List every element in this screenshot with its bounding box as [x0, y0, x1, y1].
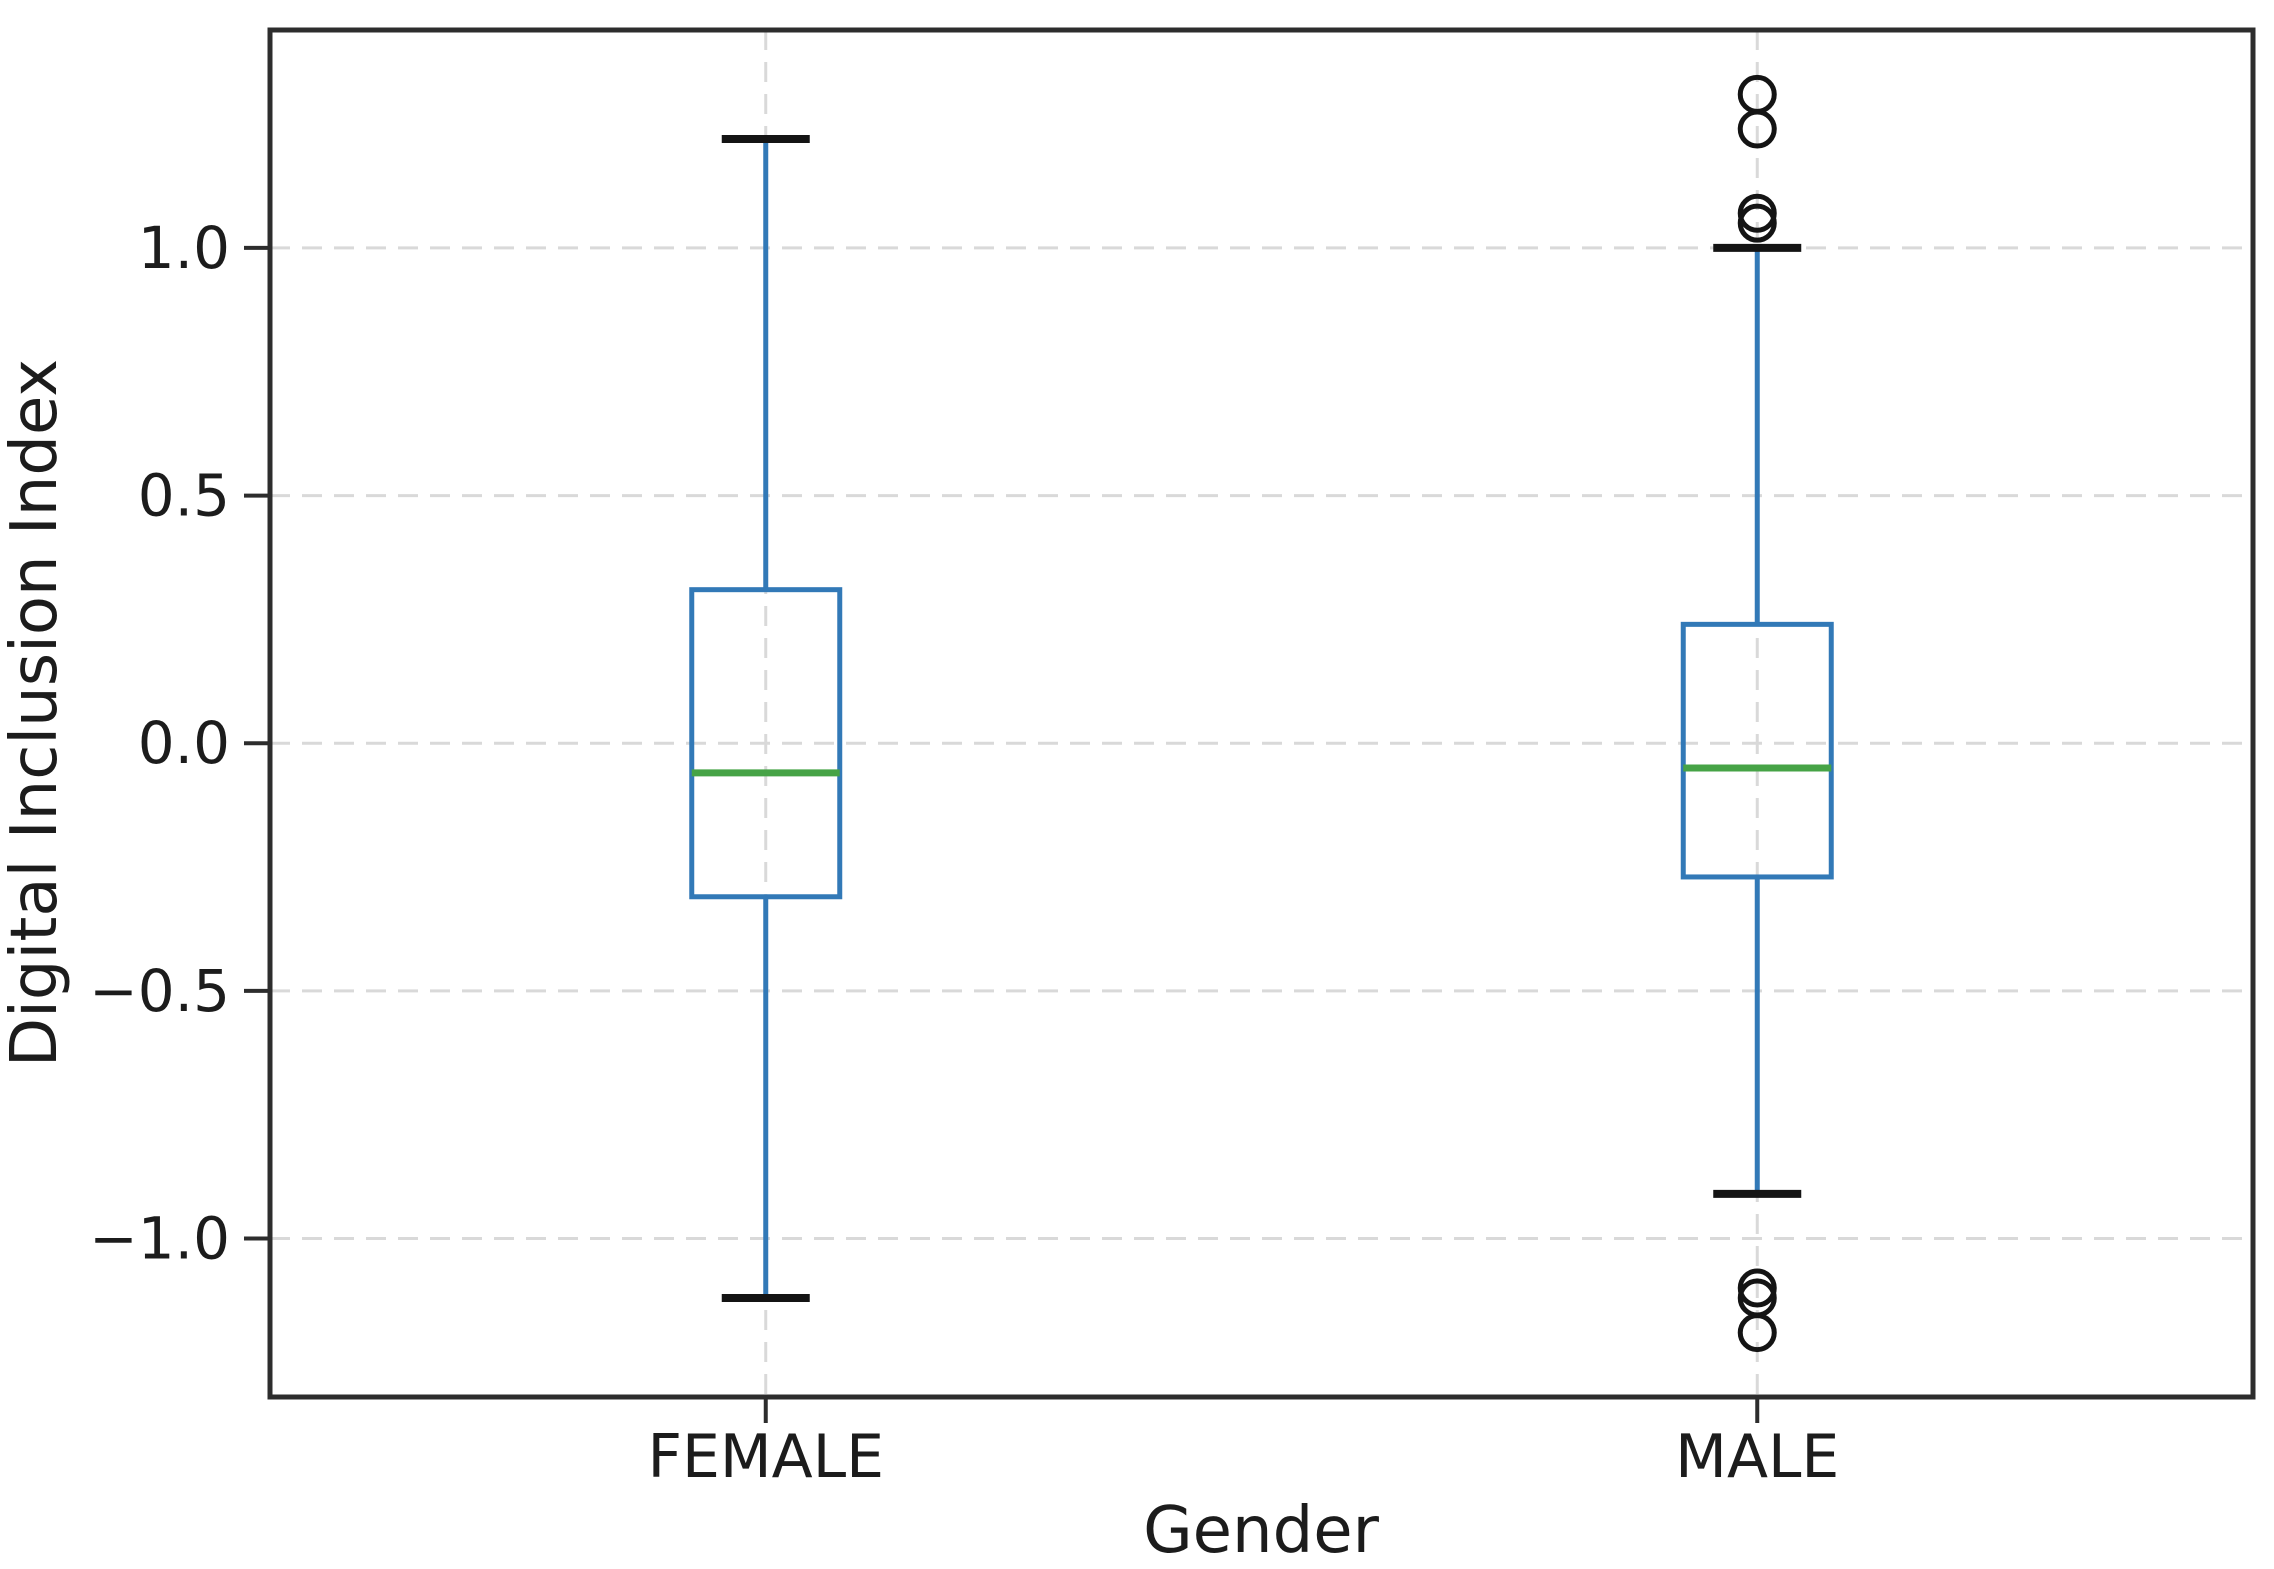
- y-tick-label: −0.5: [89, 957, 230, 1025]
- y-axis-label: Digital Inclusion Index: [0, 359, 72, 1067]
- chart-layers: 1.0 0.5 0.0 −0.5 −1.0 FEMALE MALE: [89, 27, 2256, 1492]
- y-tick-label: −1.0: [89, 1205, 230, 1273]
- male-outlier-point: [1737, 203, 1777, 243]
- plot-border: [267, 27, 2256, 1400]
- male-outlier-point: [1737, 1313, 1777, 1353]
- y-tick-label: 1.0: [138, 214, 230, 282]
- x-tick-label: FEMALE: [647, 1422, 884, 1492]
- x-axis-label: Gender: [1143, 1494, 1380, 1568]
- y-tick-label: 0.5: [138, 462, 230, 530]
- male-box: [1680, 621, 1834, 880]
- y-tick-label: 0.0: [138, 709, 230, 777]
- x-tick-label: MALE: [1675, 1422, 1839, 1492]
- male-outlier-point: [1737, 109, 1777, 149]
- male-outlier-point: [1737, 193, 1777, 233]
- female-box: [689, 587, 843, 900]
- male-outlier-point: [1737, 1268, 1777, 1308]
